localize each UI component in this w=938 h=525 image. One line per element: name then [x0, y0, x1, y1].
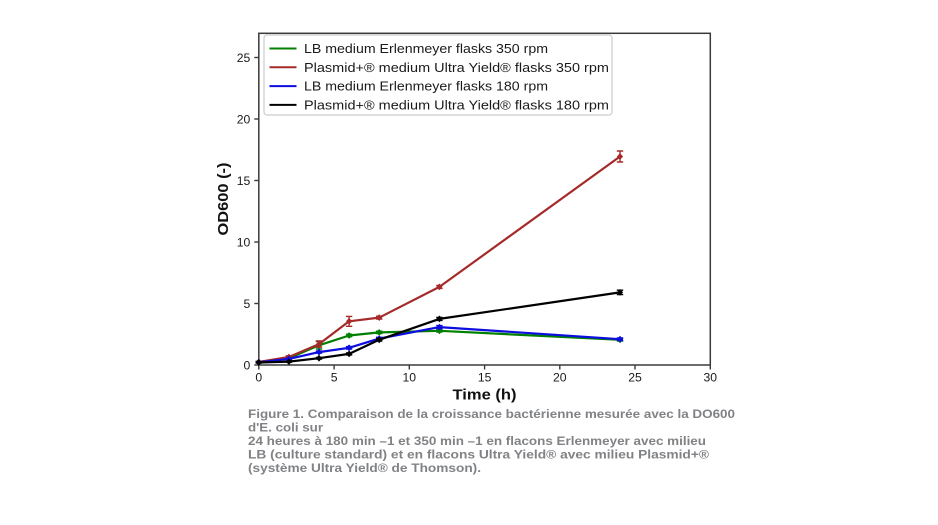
svg-text:Time (h): Time (h) — [453, 387, 517, 404]
svg-text:10: 10 — [237, 235, 251, 249]
svg-text:24 heures à 180 min –1 et 350: 24 heures à 180 min –1 et 350 min –1 en … — [248, 434, 706, 448]
svg-text:0: 0 — [255, 371, 262, 385]
svg-text:25: 25 — [628, 371, 642, 385]
svg-text:Figure 1. Comparaison de la cr: Figure 1. Comparaison de la croissance b… — [248, 407, 735, 421]
svg-text:LB medium Erlenmeyer flasks 18: LB medium Erlenmeyer flasks 180 rpm — [304, 79, 548, 94]
svg-text:d'E. coli sur: d'E. coli sur — [248, 421, 323, 435]
svg-text:25: 25 — [237, 51, 251, 65]
svg-text:5: 5 — [244, 297, 251, 311]
svg-text:0: 0 — [244, 358, 251, 372]
svg-text:20: 20 — [553, 371, 567, 385]
svg-text:20: 20 — [237, 112, 251, 126]
svg-text:15: 15 — [478, 371, 492, 385]
svg-text:LB (culture standard) et en fl: LB (culture standard) et en flacons Ultr… — [248, 448, 709, 462]
svg-text:LB medium Erlenmeyer flasks 35: LB medium Erlenmeyer flasks 350 rpm — [304, 41, 548, 56]
svg-text:15: 15 — [237, 174, 251, 188]
svg-text:30: 30 — [704, 371, 718, 385]
svg-text:(système Ultra Yield® de Thoms: (système Ultra Yield® de Thomson). — [248, 461, 481, 475]
svg-text:5: 5 — [331, 371, 338, 385]
svg-text:10: 10 — [403, 371, 417, 385]
svg-text:Plasmid+® medium Ultra Yield®: Plasmid+® medium Ultra Yield® flasks 180… — [304, 97, 609, 112]
svg-text:OD600 (-): OD600 (-) — [215, 163, 232, 236]
svg-text:Plasmid+® medium Ultra Yield®: Plasmid+® medium Ultra Yield® flasks 350… — [304, 60, 609, 75]
